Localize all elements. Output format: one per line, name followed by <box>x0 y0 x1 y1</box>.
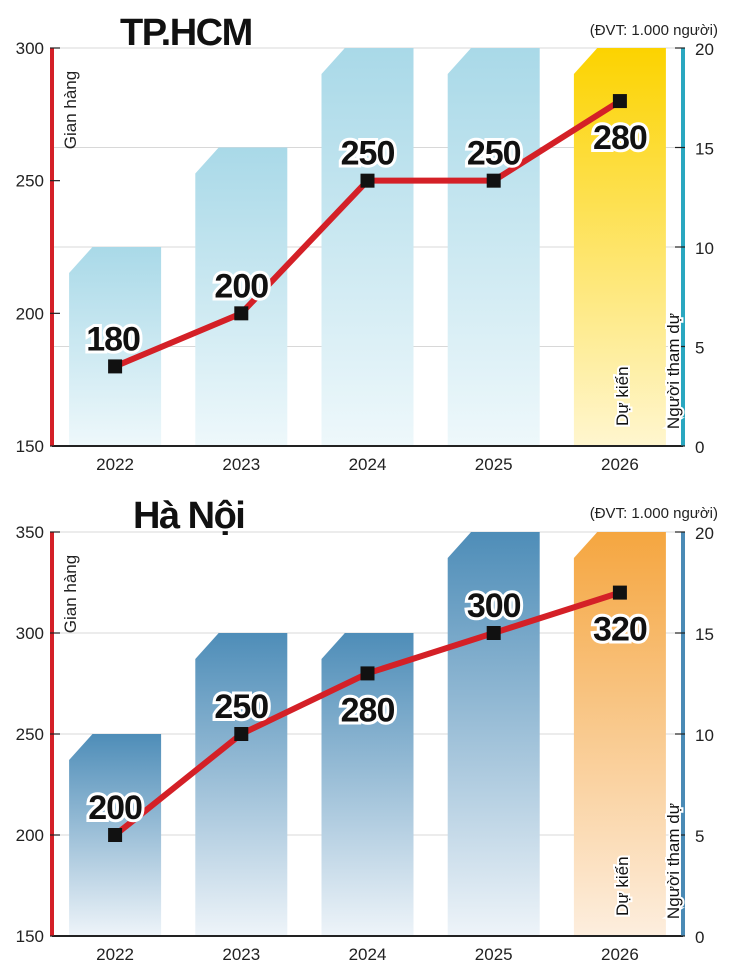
left-tick-label: 200 <box>16 304 44 323</box>
data-label: 280 <box>593 119 647 157</box>
x-tick-label: 2025 <box>475 455 513 474</box>
chart-title: TP.HCM <box>120 12 252 54</box>
data-point-2026 <box>612 94 627 109</box>
left-tick-label: 300 <box>16 39 44 58</box>
bar-2026 <box>573 532 666 936</box>
x-tick-label: 2024 <box>349 455 387 474</box>
right-tick-label: 10 <box>695 726 714 745</box>
data-label: 280 <box>341 691 395 729</box>
bar-2024 <box>321 633 414 936</box>
left-axis-label: Gian hàng <box>61 71 80 149</box>
data-point-2024 <box>360 173 375 188</box>
right-axis-label: Người tham dự <box>664 803 683 919</box>
forecast-label: Dự kiến <box>613 856 632 916</box>
x-tick-label: 2024 <box>349 945 387 964</box>
data-label: 250 <box>467 135 521 173</box>
x-tick-label: 2026 <box>601 455 639 474</box>
data-point-2025 <box>486 626 501 640</box>
right-tick-label: 15 <box>695 625 714 644</box>
data-label: 200 <box>88 789 142 827</box>
right-tick-label: 0 <box>695 928 704 947</box>
right-tick-label: 0 <box>695 438 704 457</box>
unit-note: (ĐVT: 1.000 người) <box>590 22 718 39</box>
x-tick-label: 2026 <box>601 945 639 964</box>
chart-hanoi: Dự kiến 150 200 250 300 350 Gian hàng 0 5 10 15 20 N… <box>16 495 718 964</box>
left-tick-label: 250 <box>16 725 44 744</box>
data-label: 180 <box>86 320 140 358</box>
left-tick-label: 150 <box>16 437 44 456</box>
data-point-2022 <box>108 359 123 374</box>
right-tick-label: 20 <box>695 524 714 543</box>
left-tick-label: 150 <box>16 927 44 946</box>
data-label: 250 <box>214 688 268 726</box>
left-axis-label: Gian hàng <box>61 555 80 633</box>
bar-2023 <box>195 147 288 446</box>
data-label: 320 <box>593 611 647 649</box>
right-tick-label: 20 <box>695 40 714 59</box>
data-label: 300 <box>467 587 521 625</box>
bar-2025 <box>447 48 540 446</box>
bar-2022 <box>69 247 162 446</box>
right-tick-label: 5 <box>695 827 704 846</box>
left-tick-label: 350 <box>16 523 44 542</box>
x-tick-label: 2022 <box>96 945 134 964</box>
data-point-2025 <box>486 173 501 188</box>
x-tick-label: 2023 <box>222 945 260 964</box>
left-tick-label: 200 <box>16 826 44 845</box>
forecast-label: Dự kiến <box>613 366 632 426</box>
right-tick-label: 15 <box>695 140 714 159</box>
data-point-2023 <box>234 306 249 321</box>
bar-2025 <box>447 532 540 936</box>
data-point-2022 <box>108 828 123 842</box>
unit-note: (ĐVT: 1.000 người) <box>590 505 718 522</box>
left-tick-label: 250 <box>16 172 44 191</box>
x-tick-label: 2022 <box>96 455 134 474</box>
right-tick-label: 5 <box>695 339 704 358</box>
chart-title: Hà Nội <box>133 495 244 537</box>
right-tick-label: 10 <box>695 239 714 258</box>
chart-hcm: Dự kiến 150 200 250 300 Gian hàng 0 5 10 15 20 Ngườ… <box>16 12 718 474</box>
bar-2026 <box>573 48 666 446</box>
left-tick-label: 300 <box>16 624 44 643</box>
data-point-2024 <box>360 666 375 681</box>
data-point-2026 <box>612 585 627 600</box>
data-label: 200 <box>214 267 268 305</box>
x-tick-label: 2025 <box>475 945 513 964</box>
data-label: 250 <box>341 135 395 173</box>
bar-2023 <box>195 633 288 936</box>
data-point-2023 <box>234 727 249 741</box>
bar-2024 <box>321 48 414 446</box>
right-axis-label: Người tham dự <box>664 313 683 429</box>
x-tick-label: 2023 <box>222 455 260 474</box>
